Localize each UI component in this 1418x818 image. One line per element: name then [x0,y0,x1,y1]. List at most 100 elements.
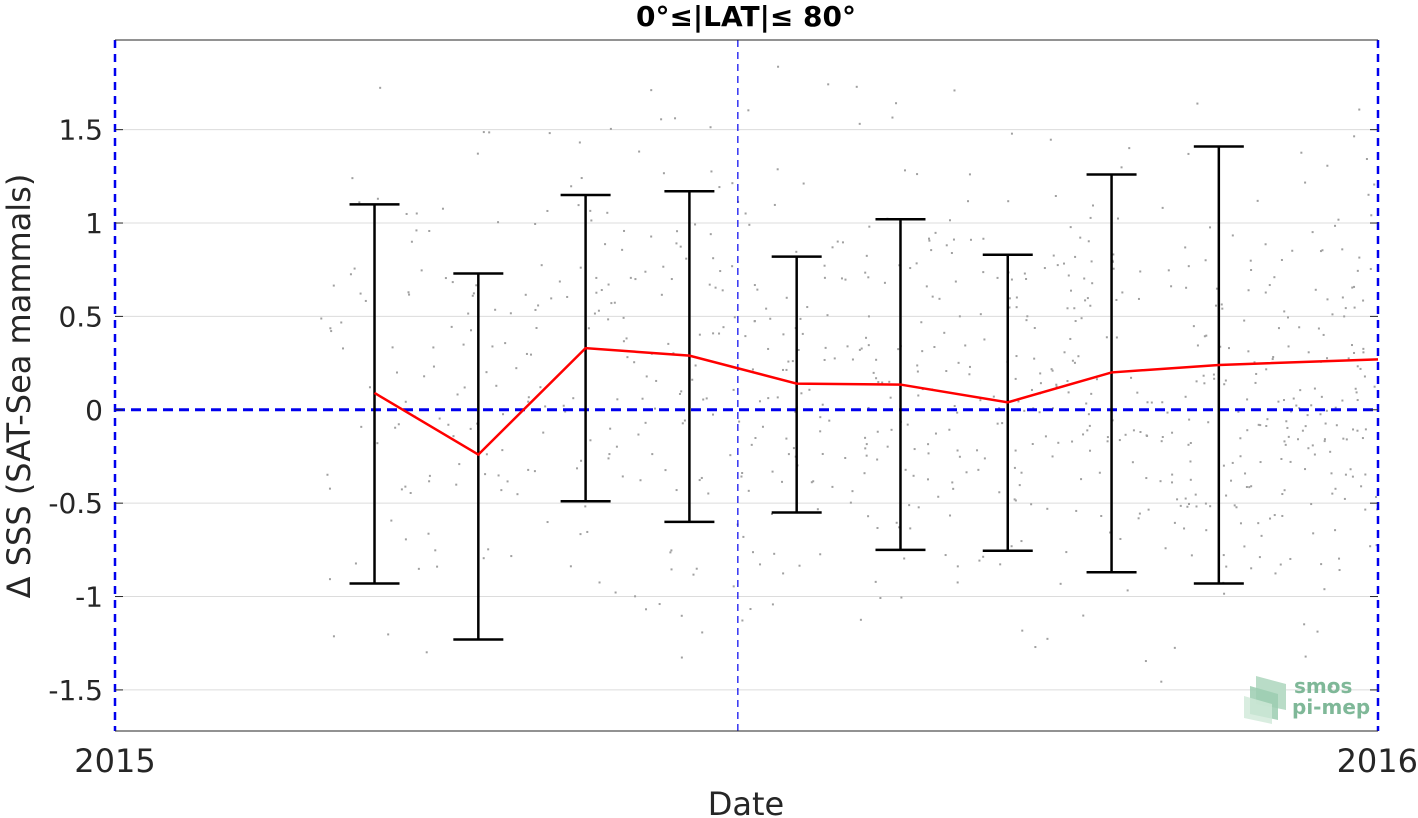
scatter-point [886,445,889,448]
scatter-point [1026,315,1029,318]
scatter-point [1095,378,1098,381]
scatter-point [354,562,357,565]
scatter-point [1089,304,1092,307]
scatter-point [1052,254,1055,257]
scatter-point [1307,351,1310,354]
scatter-point [1373,385,1376,388]
scatter-point [952,487,955,490]
scatter-point [691,378,694,381]
scatter-point [653,407,656,410]
scatter-point [328,578,331,581]
scatter-point [1307,447,1310,450]
scatter-point [858,348,861,351]
scatter-point [1074,255,1077,258]
scatter-point [428,474,431,477]
scatter-point [621,475,624,478]
scatter-point [589,209,592,212]
scatter-point [1063,351,1066,354]
scatter-point [1317,327,1320,330]
chart-title: 0°≤|LAT|≤ 80° [636,0,856,33]
scatter-point [1214,304,1217,307]
scatter-point [1370,214,1373,217]
scatter-point [1207,421,1210,424]
scatter-point [1239,437,1242,440]
scatter-point [1179,504,1182,507]
scatter-point [770,513,773,516]
scatter-point [680,614,683,617]
scatter-point [1321,249,1324,252]
scatter-point [982,271,985,274]
scatter-point [1356,429,1359,432]
scatter-point [945,244,948,247]
scatter-point [903,169,906,172]
scatter-point [1017,400,1020,403]
scatter-point [708,283,711,286]
scatter-point [1341,296,1344,299]
scatter-point [349,273,352,276]
scatter-point [1343,497,1346,500]
scatter-point [1044,435,1047,438]
scatter-point [921,350,924,353]
scatter-point [956,581,959,584]
scatter-point [920,321,923,324]
scatter-point [1362,347,1365,350]
scatter-point [771,603,774,606]
vertical-markers [113,40,1380,731]
scatter-point [831,485,834,488]
scatter-point [895,102,898,105]
scatter-point [1075,509,1078,512]
scatter-point [1082,614,1085,617]
scatter-point [1351,286,1354,289]
scatter-point [482,131,485,134]
scatter-point [702,398,705,401]
scatter-point [1373,183,1376,186]
scatter-point [1176,498,1179,501]
scatter-point [660,118,663,121]
scatter-point [1329,450,1332,453]
scatter-point [604,243,607,246]
scatter-point [527,468,530,471]
scatter-point [865,254,868,257]
scatter-point [1220,303,1223,306]
scatter-point [964,344,967,347]
scatter-point [758,400,761,403]
scatter-point [1358,108,1361,111]
scatter-point [1286,426,1289,429]
scatter-point [1304,655,1307,658]
scatter-point [698,333,701,336]
scatter-point [954,280,957,283]
scatter-point [1051,455,1054,458]
scatter-point [741,471,744,474]
scatter-point [1331,313,1334,316]
scatter-point [1313,387,1316,390]
scatter-point [1367,193,1370,196]
scatter-point [580,459,583,462]
scatter-point [1326,298,1329,301]
scatter-point [1257,423,1260,426]
scatter-point [1055,383,1058,386]
scatter-point [1150,401,1153,404]
scatter-point [484,473,487,476]
scatter-point [785,437,788,440]
scatter-point [824,346,827,349]
scatter-point [956,411,959,414]
scatter-point [320,317,323,320]
scatter-point [1173,646,1176,649]
scatter-point [958,455,961,458]
y-tick-label-3: 0 [85,394,103,427]
scatter-point [1131,461,1134,464]
scatter-point [407,291,410,294]
scatter-point [680,390,683,393]
scatter-point [1249,259,1252,262]
scatter-point [913,448,916,451]
scatter-point [432,365,435,368]
scatter-point [1055,385,1058,388]
scatter-point [776,168,779,171]
scatter-point [1361,437,1364,440]
scatter-point [1088,424,1091,427]
scatter-point [1359,367,1362,370]
scatter-point [651,453,654,456]
scatter-point [1303,623,1306,626]
scatter-point [589,439,592,442]
